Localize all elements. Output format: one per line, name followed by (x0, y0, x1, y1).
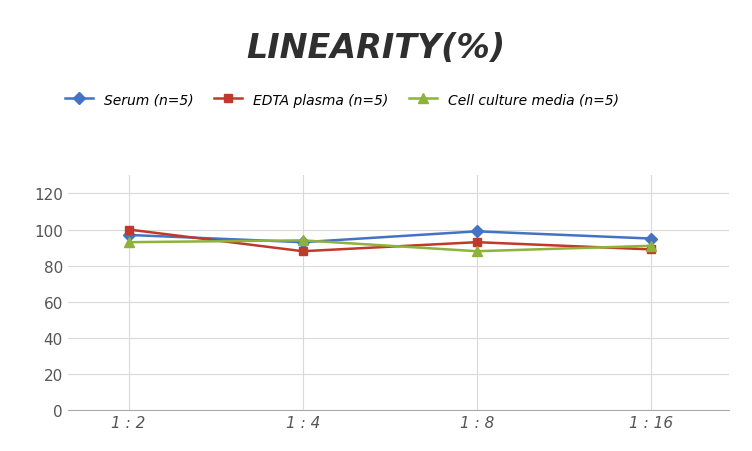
EDTA plasma (n=5) (124, 227, 133, 233)
Line: Cell culture media (n=5): Cell culture media (n=5) (124, 236, 656, 257)
Serum (n=5) (647, 236, 656, 242)
Serum (n=5) (124, 233, 133, 238)
Line: EDTA plasma (n=5): EDTA plasma (n=5) (125, 226, 655, 256)
Legend: Serum (n=5), EDTA plasma (n=5), Cell culture media (n=5): Serum (n=5), EDTA plasma (n=5), Cell cul… (59, 88, 625, 113)
EDTA plasma (n=5) (299, 249, 308, 254)
Cell culture media (n=5) (299, 238, 308, 244)
Serum (n=5) (299, 240, 308, 245)
Cell culture media (n=5) (124, 240, 133, 245)
EDTA plasma (n=5) (472, 240, 481, 245)
Serum (n=5) (472, 229, 481, 235)
Text: LINEARITY(%): LINEARITY(%) (247, 32, 505, 64)
EDTA plasma (n=5) (647, 247, 656, 253)
Cell culture media (n=5) (472, 249, 481, 254)
Line: Serum (n=5): Serum (n=5) (125, 228, 655, 247)
Cell culture media (n=5) (647, 244, 656, 249)
